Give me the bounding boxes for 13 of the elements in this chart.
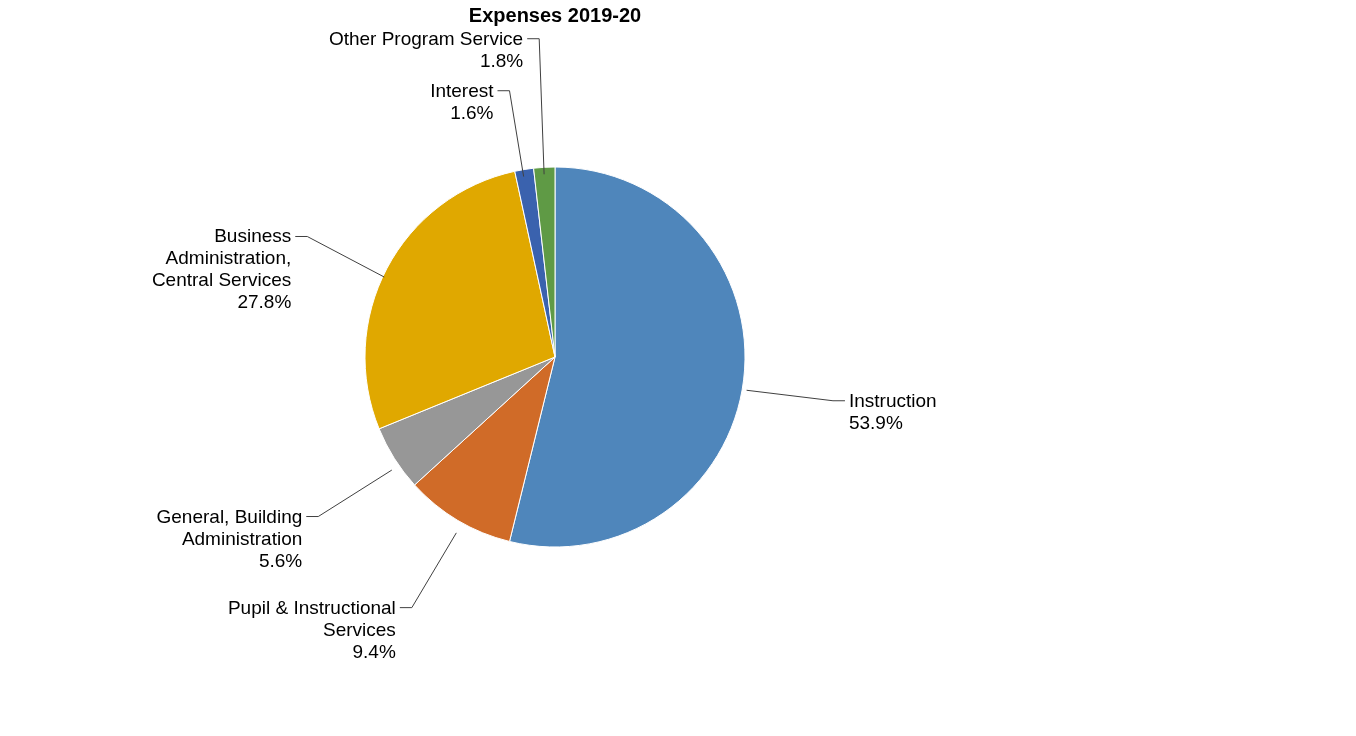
chart-title: Expenses 2019-20 [468, 3, 642, 26]
data-label: 1.8% [479, 49, 524, 71]
data-label: 53.9% [848, 411, 903, 433]
slice-label: Other Program Service [328, 27, 524, 49]
slice-label: General, Building Administration [156, 505, 303, 549]
slice-label: Business Administration, Central Services [151, 225, 292, 291]
data-label: 5.6% [258, 549, 303, 571]
data-label: 1.6% [450, 101, 494, 123]
data-label: 27.8% [237, 291, 292, 313]
slice-label: Instruction [848, 389, 937, 411]
data-label: 9.4% [352, 640, 396, 662]
slice-label: Pupil & Instructional Services [227, 596, 396, 640]
slice-label: Interest [430, 79, 495, 101]
